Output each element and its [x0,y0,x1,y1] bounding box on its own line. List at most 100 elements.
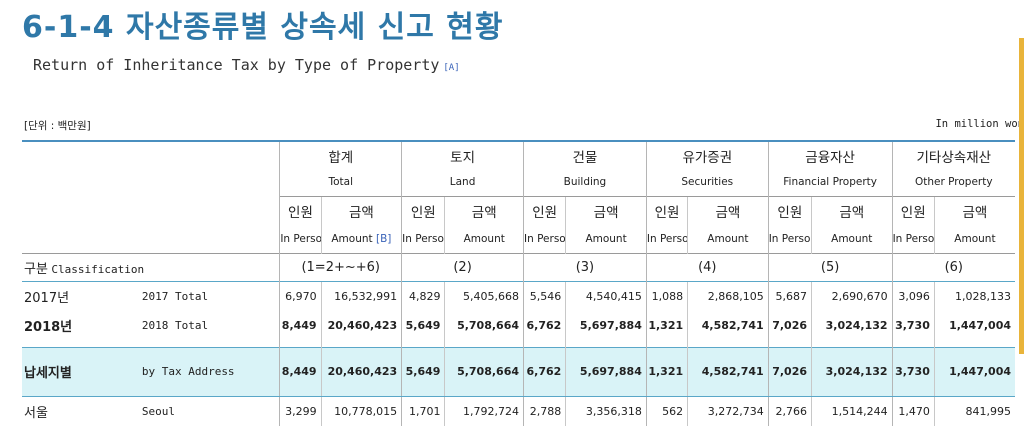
column-number-total: (1=2+~+6) [279,252,402,281]
side-scroll-bar[interactable] [1019,38,1024,354]
amount-header-en: Amount [B] [320,226,402,253]
group-header-land-en: Land [401,169,524,196]
table-cell: 2,690,670 [811,280,893,311]
table-cell: 5,697,884 [565,346,647,397]
row-label-en: by Tax Address [141,346,280,397]
table-cell: 5,708,664 [444,311,524,339]
table-cell: 7,026 [767,346,812,397]
table-cell: 6,762 [522,346,566,397]
table-cell: 2,766 [767,396,812,426]
group-header-financial-ko: 금융자산 [767,141,893,169]
row-label-ko: 서울 [24,405,48,421]
table-cell: 3,356,318 [565,396,647,426]
table-cell: 3,730 [891,311,935,339]
amount-ref-link[interactable]: [B] [375,233,392,246]
table-cell: 1,447,004 [933,346,1015,397]
amount-header-ko: 금액 [687,195,769,226]
table-cell: 3,730 [891,346,935,397]
person-header-en: In Person [645,226,688,253]
person-header-ko: 인원 [279,195,322,226]
table-cell: 1,514,244 [811,396,893,426]
table-cell: 562 [645,396,688,426]
person-header-ko: 인원 [522,195,566,226]
table-cell: 4,540,415 [565,280,647,311]
table-cell: 841,995 [933,396,1015,426]
column-number-building: (3) [523,252,647,281]
amount-header-en: Amount [687,226,769,253]
classification-header-en: Classification [51,262,145,276]
table-row: 서울 Seoul 3,299 10,778,015 1,701 1,792,724 … [22,396,1015,426]
amount-header-ko: 금액 [320,195,402,226]
table-cell: 20,460,423 [320,311,402,339]
row-label-en: Seoul [141,404,175,418]
group-header-land-ko: 토지 [401,141,524,169]
amount-header-en-text: Amount [331,233,373,246]
unit-label-ko: [단위 : 백만원] [24,120,91,132]
classification-header: 구분 Classification [22,252,280,281]
person-header-ko: 인원 [891,195,935,226]
group-header-securities-en: Securities [645,169,769,196]
header-row-ko: 합계 토지 건물 유가증권 금융자산 기타상속재산 [22,141,1015,169]
table-cell: 20,460,423 [320,346,402,397]
subtitle-ref-link[interactable]: [A] [443,63,460,73]
person-header-ko: 인원 [645,195,688,226]
group-header-total-en: Total [279,169,402,196]
table-cell: 2,868,105 [687,280,769,311]
table-cell: 6,762 [522,311,566,339]
header-row-sub-ko: 인원 금액 인원 금액 인원 금액 인원 금액 인원 금액 인원 금액 [22,195,1015,226]
table-cell: 1,321 [645,346,688,397]
row-label-ko: 2018년 [24,319,73,335]
table-row-highlighted: 납세지별 by Tax Address 8,449 20,460,423 5,64… [22,346,1015,397]
group-header-other-ko: 기타상속재산 [891,141,1015,169]
table-cell: 5,697,884 [565,311,647,339]
table-cell: 3,024,132 [811,311,893,339]
table-cell: 3,272,734 [687,396,769,426]
table-cell: 5,546 [522,280,566,311]
column-number-financial: (5) [767,252,893,281]
column-number-land: (2) [401,252,524,281]
classification-header-ko: 구분 [24,261,48,277]
header-row-sub-en: In PersonAmount [B] In PersonAmount In P… [22,226,1015,253]
table-cell: 5,687 [767,280,812,311]
table-cell: 5,708,664 [444,346,524,397]
table-cell: 4,582,741 [687,311,769,339]
group-header-total-ko: 합계 [279,141,402,169]
unit-label-en: In million won [935,118,1024,130]
table-cell: 4,829 [401,280,445,311]
person-header-en: In Person [522,226,566,253]
person-header-en: In Person [401,226,445,253]
table-cell: 1,088 [645,280,688,311]
group-header-building-en: Building [523,169,647,196]
amount-header-en: Amount [933,226,1015,253]
header-row-classification: 구분 Classification (1=2+~+6) (2) (3) (4) … [22,252,1015,281]
group-header-securities-ko: 유가증권 [645,141,769,169]
row-label-en: 2017 Total [141,280,280,311]
table-cell: 7,026 [767,311,812,339]
table-cell: 4,582,741 [687,346,769,397]
amount-header-en: Amount [811,226,893,253]
inheritance-tax-table: 합계 토지 건물 유가증권 금융자산 기타상속재산 Total Land Bui… [22,140,1015,426]
amount-header-ko: 금액 [565,195,647,226]
table-cell: 8,449 [279,311,322,339]
table-cell: 5,405,668 [444,280,524,311]
table-cell: 6,970 [279,280,322,311]
row-label-ko: 납세지별 [22,346,142,397]
table-cell: 3,096 [891,280,935,311]
column-number-securities: (4) [645,252,769,281]
table-cell: 1,447,004 [933,311,1015,339]
row-label-ko: 2017년 [22,280,142,311]
table-cell: 1,792,724 [444,396,524,426]
table-cell: 16,532,991 [320,280,402,311]
group-header-financial-en: Financial Property [767,169,893,196]
group-header-building-ko: 건물 [523,141,647,169]
table-cell: 5,649 [401,346,445,397]
column-number-other: (6) [891,252,1015,281]
amount-header-ko: 금액 [811,195,893,226]
table-cell: 3,299 [279,396,322,426]
amount-header-en: Amount [444,226,524,253]
row-label-en: 2018 Total [141,318,209,332]
table-cell: 1,701 [401,396,445,426]
table-cell: 1,321 [645,311,688,339]
table-row: 2017년 2017 Total 6,970 16,532,991 4,829 5,… [22,280,1015,311]
page-subtitle: Return of Inheritance Tax by Type of Pro… [33,56,460,74]
